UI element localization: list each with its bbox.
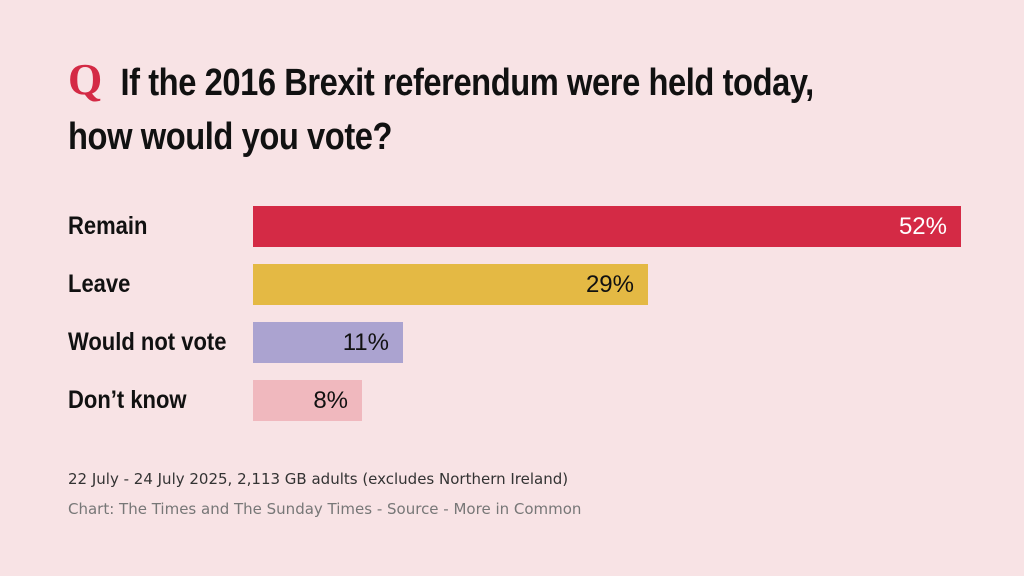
category-label: Remain bbox=[68, 212, 148, 240]
survey-note: 22 July - 24 July 2025, 2,113 GB adults … bbox=[68, 470, 569, 488]
bar bbox=[253, 264, 648, 305]
value-label: 52% bbox=[898, 213, 947, 240]
bar bbox=[253, 380, 362, 421]
bar-row: Don’t know 8% bbox=[0, 380, 1024, 421]
value-label: 11% bbox=[342, 329, 389, 356]
chart-title: If the 2016 Brexit referendum were held … bbox=[68, 62, 814, 158]
bar-row: Would not vote 11% bbox=[0, 322, 1024, 363]
question-mark-badge: Q bbox=[68, 55, 103, 104]
chart-credit: Chart: The Times and The Sunday Times - … bbox=[68, 500, 582, 518]
value-label: 8% bbox=[313, 387, 348, 414]
value-label: 29% bbox=[585, 271, 634, 298]
bar bbox=[253, 206, 961, 247]
bar bbox=[253, 322, 403, 363]
bar-row: Leave 29% bbox=[0, 264, 1024, 305]
category-label: Leave bbox=[68, 270, 131, 298]
category-label: Would not vote bbox=[68, 328, 227, 356]
bar-row: Remain 52% bbox=[0, 206, 1024, 247]
category-label: Don’t know bbox=[68, 386, 187, 414]
